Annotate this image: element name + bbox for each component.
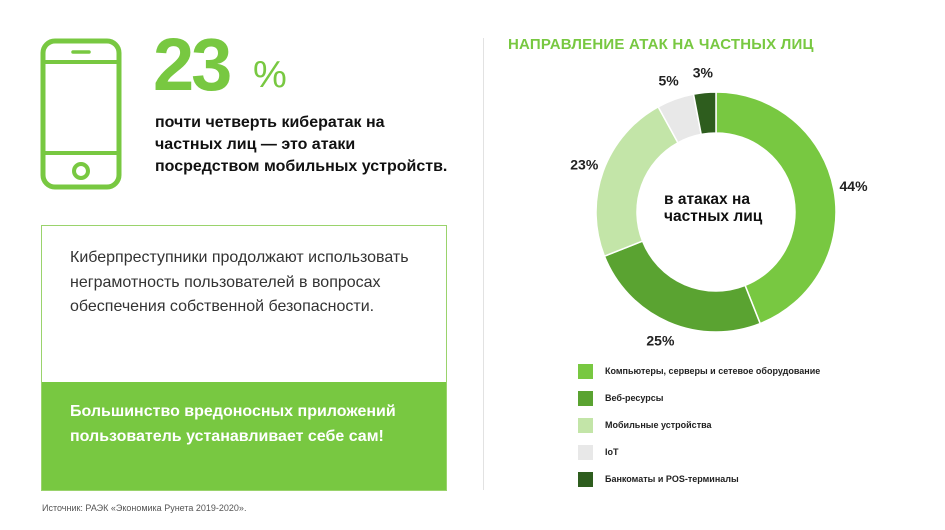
legend-label: Компьютеры, серверы и сетевое оборудован… — [605, 366, 821, 376]
column-divider — [483, 38, 484, 490]
smartphone-icon — [40, 38, 122, 190]
info-box-highlight-text: Большинство вредоносных приложений польз… — [70, 403, 396, 445]
slice-value-label-1: 25% — [646, 332, 675, 348]
slice-value-label-0: 44% — [840, 178, 869, 194]
legend-label: Банкоматы и POS-терминалы — [605, 474, 739, 484]
legend-label: Веб-ресурсы — [605, 393, 664, 403]
slice-value-label-2: 23% — [570, 157, 599, 173]
chart-title: НАПРАВЛЕНИЕ АТАК НА ЧАСТНЫХ ЛИЦ — [508, 36, 814, 53]
slice-value-label-3: 5% — [658, 72, 679, 88]
info-box: Киберпреступники продолжают использовать… — [41, 225, 447, 491]
donut-slice-4 — [692, 91, 717, 136]
legend-label: IoT — [605, 447, 619, 457]
legend-label: Мобильные устройства — [605, 420, 712, 430]
slice-value-label-4: 3% — [693, 65, 714, 81]
legend-swatch — [578, 445, 593, 460]
legend-swatch — [578, 391, 593, 406]
donut-slice-1 — [603, 240, 762, 333]
donut-slice-0 — [715, 91, 837, 325]
chart-center-label: в атаках на частных лиц — [664, 191, 763, 225]
legend-swatch — [578, 472, 593, 487]
stat-description: почти четверть кибератак на частных лиц … — [155, 114, 448, 175]
stat-value: 23 — [153, 23, 232, 106]
info-box-highlight-band: Большинство вредоносных приложений польз… — [42, 382, 446, 490]
legend-swatch — [578, 364, 593, 379]
info-box-text: Киберпреступники продолжают использовать… — [70, 249, 409, 315]
stat-unit: % — [253, 54, 287, 96]
legend-swatch — [578, 418, 593, 433]
source-note: Источник: РАЭК «Экономика Рунета 2019-20… — [42, 503, 247, 513]
donut-slice-2 — [595, 105, 679, 258]
